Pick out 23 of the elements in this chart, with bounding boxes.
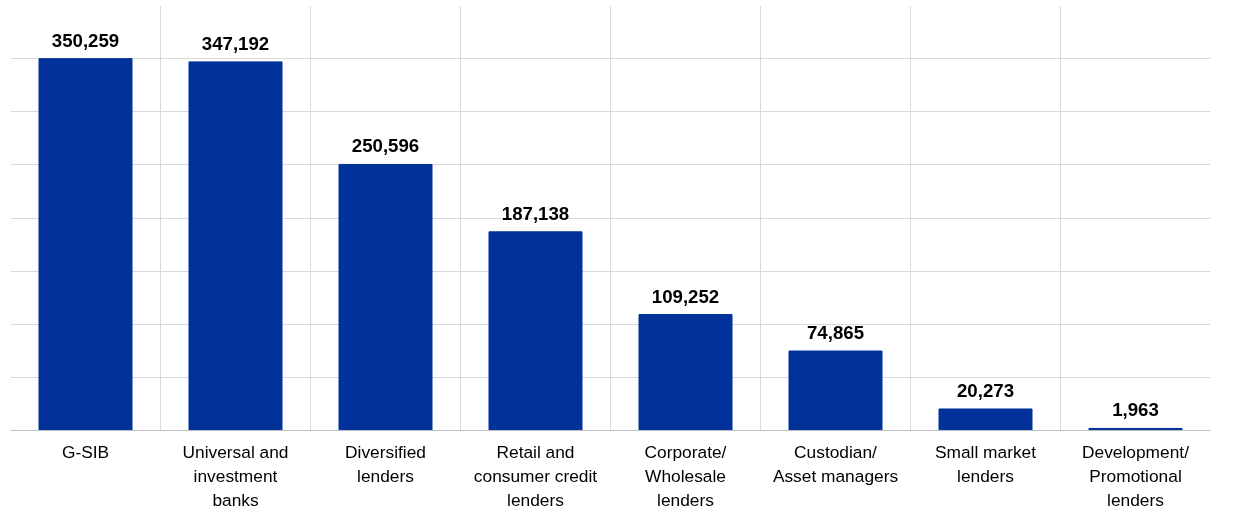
x-tick-label: Retail and consumer credit lenders — [473, 441, 598, 510]
data-label: 1,963 — [1112, 399, 1159, 421]
data-label: 109,252 — [651, 285, 720, 307]
bar — [188, 61, 283, 431]
bar — [488, 231, 583, 431]
data-label: 350,259 — [51, 29, 120, 51]
x-tick-label: Diversified lenders — [345, 441, 426, 486]
x-tick-label: Corporate/ Wholesale lenders — [644, 441, 727, 510]
x-tick-label: Universal and investment banks — [182, 441, 289, 510]
bar — [938, 408, 1033, 431]
x-tick-label: Small market lenders — [934, 441, 1037, 486]
x-tick-label: G-SIB — [61, 441, 110, 462]
data-label: 187,138 — [501, 202, 570, 224]
bar — [338, 163, 433, 431]
bar — [638, 314, 733, 431]
bar — [38, 58, 133, 431]
data-label: 20,273 — [956, 379, 1015, 401]
x-tick-label: Custodian/ Asset managers — [772, 441, 899, 486]
data-label: 74,865 — [806, 322, 865, 344]
data-label: 347,192 — [201, 32, 270, 54]
bar — [788, 350, 883, 431]
x-tick-label: Development/ Promotional lenders — [1082, 441, 1190, 510]
data-label: 250,596 — [351, 135, 420, 157]
